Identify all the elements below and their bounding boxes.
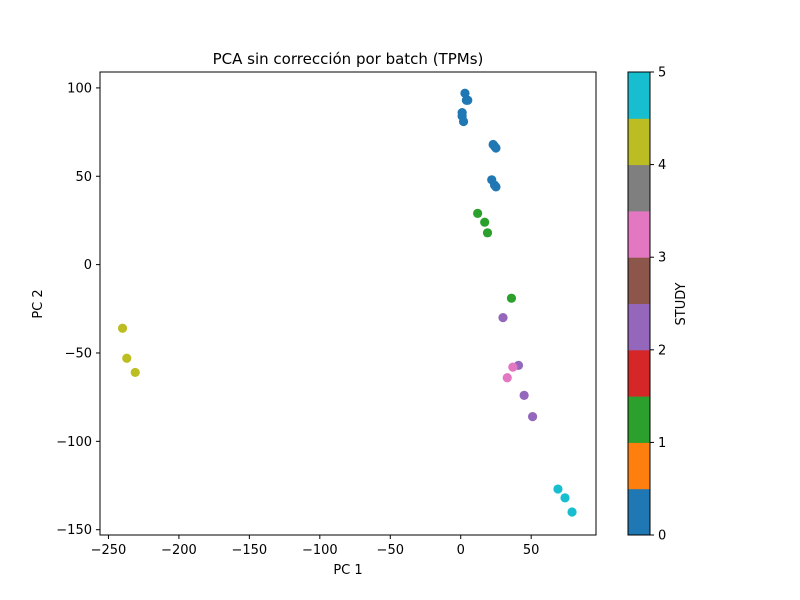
y-axis-label: PC 2 — [31, 289, 46, 318]
colorbar-segment — [628, 118, 650, 166]
colorbar-label: STUDY — [674, 282, 689, 325]
colorbar-segment — [628, 72, 650, 119]
scatter-point — [130, 367, 140, 378]
scatter-point — [117, 323, 128, 333]
scatter-point — [491, 182, 501, 192]
chart-title: PCA sin corrección por batch (TPMs) — [213, 50, 484, 68]
plot-area: −250 −200 −150 −100 −50 0 50 −150 −100 −50 0 50 100 — [56, 71, 597, 558]
y-tick-label: 50 — [75, 170, 92, 185]
axes-frame — [99, 71, 597, 536]
scatter-point — [473, 208, 483, 218]
x-tick-label: 0 — [457, 543, 465, 558]
scatter-point — [480, 217, 490, 227]
colorbar-tick-label: 3 — [658, 251, 666, 266]
scatter-point — [491, 143, 501, 153]
y-tick-label: 100 — [67, 81, 92, 96]
colorbar-tick-label: 5 — [658, 66, 666, 81]
y-tick-label: −100 — [56, 435, 92, 450]
colorbar-segment — [628, 210, 650, 258]
colorbar-tick-label: 0 — [658, 529, 666, 544]
colorbar-segment — [628, 349, 650, 397]
scatter-point — [502, 373, 512, 383]
scatter-point — [463, 95, 473, 105]
scatter-point — [458, 116, 469, 127]
colorbar: 0 1 2 3 4 5 — [627, 66, 666, 544]
colorbar-tick-label: 4 — [658, 158, 666, 173]
scatter-point — [506, 293, 517, 303]
scatter-point — [553, 484, 563, 494]
scatter-point — [482, 228, 493, 238]
colorbar-segment — [628, 303, 650, 351]
colorbar-tick-label: 2 — [658, 343, 666, 358]
x-tick-label: −50 — [377, 543, 404, 558]
scatter-point — [508, 362, 518, 372]
x-axis-label: PC 1 — [333, 563, 362, 578]
y-tick-label: −150 — [56, 523, 92, 538]
y-tick-label: −50 — [65, 346, 92, 361]
scatter-point — [460, 88, 470, 98]
scatter-point — [527, 411, 538, 422]
colorbar-segment — [628, 257, 650, 304]
colorbar-tick-label: 1 — [658, 436, 666, 451]
x-tick-label: −250 — [91, 543, 127, 558]
colorbar-segment — [628, 442, 650, 490]
scatter-point — [122, 353, 132, 363]
y-tick-label: 0 — [84, 258, 92, 273]
colorbar-segment — [628, 396, 650, 443]
x-tick-label: −150 — [232, 543, 268, 558]
x-tick-label: 50 — [523, 543, 540, 558]
scatter-point — [560, 493, 570, 503]
x-tick-label: −100 — [302, 543, 338, 558]
scatter-point — [519, 390, 529, 400]
scatter-point — [567, 507, 577, 517]
scatter-point — [498, 313, 508, 323]
x-tick-label: −200 — [161, 543, 197, 558]
colorbar-segment — [628, 164, 650, 212]
colorbar-frame — [627, 71, 651, 536]
colorbar-segment — [628, 488, 650, 536]
